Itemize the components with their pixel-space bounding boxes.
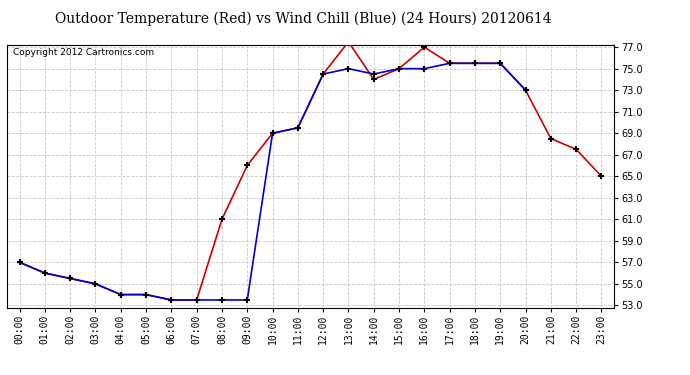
Text: Copyright 2012 Cartronics.com: Copyright 2012 Cartronics.com <box>13 48 154 57</box>
Text: Outdoor Temperature (Red) vs Wind Chill (Blue) (24 Hours) 20120614: Outdoor Temperature (Red) vs Wind Chill … <box>55 11 552 26</box>
